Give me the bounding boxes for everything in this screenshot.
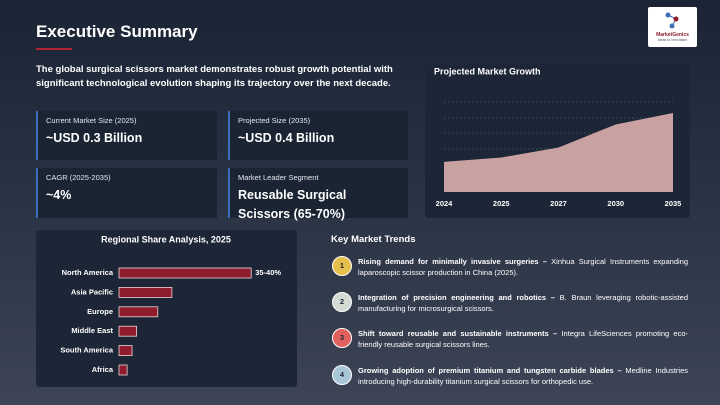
- metric-value: ~USD 0.3 Billion: [46, 131, 143, 145]
- trend-number: 4: [332, 365, 352, 385]
- trend-item: 4 Growing adoption of premium titanium an…: [332, 365, 692, 391]
- bar: [118, 306, 159, 318]
- trend-item: 1 Rising demand for minimally invasive su…: [332, 256, 692, 282]
- trend-headline: Rising demand for minimally invasive sur…: [358, 257, 547, 266]
- bar: [118, 325, 138, 337]
- x-tick-label: 2025: [493, 199, 510, 208]
- metric-card: CAGR (2025-2035) ~4%: [36, 168, 217, 218]
- bar-chart: Regional Share Analysis, 2025 North Ameri…: [60, 234, 281, 376]
- metric-card: Current Market Size (2025) ~USD 0.3 Billi…: [36, 111, 217, 160]
- metric-card: Market Leader Segment Reusable Surgical S…: [228, 168, 408, 221]
- bar: [118, 287, 173, 298]
- metric-label: Current Market Size (2025): [46, 116, 137, 125]
- area-panel: Projected Market Growth 2024 2025 2027 2030 2…: [425, 63, 690, 218]
- logo-tagline: Ideas to Innovation: [657, 38, 688, 42]
- trend-text: Integration of precision engineering and…: [358, 292, 688, 314]
- logo-text: MarketGenics: [656, 32, 689, 38]
- x-tick-label: 2024: [436, 199, 454, 208]
- bar: [118, 267, 252, 279]
- bar: [118, 364, 128, 376]
- trend-detail: Medline Industries introducing high-dura…: [358, 366, 688, 386]
- metric-label: Projected Size (2035): [238, 116, 311, 125]
- trend-headline: Integration of precision engineering and…: [358, 293, 555, 302]
- trend-text: Shift toward reusable and sustainable in…: [358, 328, 688, 350]
- metric-value: ~4%: [46, 188, 72, 202]
- metric-value: Reusable Surgical Scissors (65-70%): [238, 188, 347, 221]
- metric-value: ~USD 0.4 Billion: [238, 131, 335, 145]
- area-chart: Projected Market Growth 2024 2025 2027 2030 2…: [434, 66, 682, 208]
- y-tick-label: South America: [60, 346, 113, 355]
- y-tick-label: Asia Pacific: [71, 287, 113, 296]
- chart-title: Projected Market Growth: [434, 66, 541, 76]
- trend-number: 2: [332, 292, 352, 312]
- chart-title: Regional Share Analysis, 2025: [101, 234, 231, 244]
- trend-number: 1: [332, 256, 352, 276]
- trend-number: 3: [332, 328, 352, 348]
- y-tick-label: Europe: [87, 307, 113, 316]
- title-rule: [36, 48, 72, 50]
- y-tick-label: Africa: [92, 365, 114, 374]
- trend-detail: Integra LifeSciences promoting eco-frien…: [358, 329, 688, 349]
- bar: [118, 345, 133, 356]
- trend-headline: Shift toward reusable and sustainable in…: [358, 329, 558, 338]
- trend-text: Rising demand for minimally invasive sur…: [358, 256, 688, 278]
- trend-text: Growing adoption of premium titanium and…: [358, 365, 688, 387]
- value-label: 35-40%: [255, 268, 281, 277]
- trend-detail: Xinhua Surgical Instruments expanding la…: [358, 257, 688, 277]
- x-tick-label: 2035: [665, 199, 682, 208]
- area: [444, 112, 673, 192]
- intro-text: The global surgical scissors market demo…: [36, 64, 393, 89]
- x-tick-label: 2027: [550, 199, 567, 208]
- trend-item: 2 Integration of precision engineering an…: [332, 292, 692, 318]
- metric-card: Projected Size (2035) ~USD 0.4 Billion: [228, 111, 408, 160]
- logo: MarketGenics Ideas to Innovation: [648, 7, 697, 47]
- metric-label: CAGR (2025-2035): [46, 173, 111, 182]
- x-tick-label: 2030: [607, 199, 624, 208]
- metric-label: Market Leader Segment: [238, 173, 319, 182]
- y-tick-label: North America: [62, 268, 114, 277]
- trend-item: 3 Shift toward reusable and sustainable i…: [332, 328, 692, 354]
- trend-detail: B. Braun leveraging robotic-assisted man…: [358, 293, 688, 313]
- logo-icon: [665, 12, 679, 29]
- slide-title: Executive Summary: [36, 22, 198, 41]
- bar-panel: Regional Share Analysis, 2025 North Ameri…: [36, 230, 297, 387]
- trends-title: Key Market Trends: [331, 234, 416, 245]
- y-tick-label: Middle East: [71, 326, 113, 335]
- trend-headline: Growing adoption of premium titanium and…: [358, 366, 622, 375]
